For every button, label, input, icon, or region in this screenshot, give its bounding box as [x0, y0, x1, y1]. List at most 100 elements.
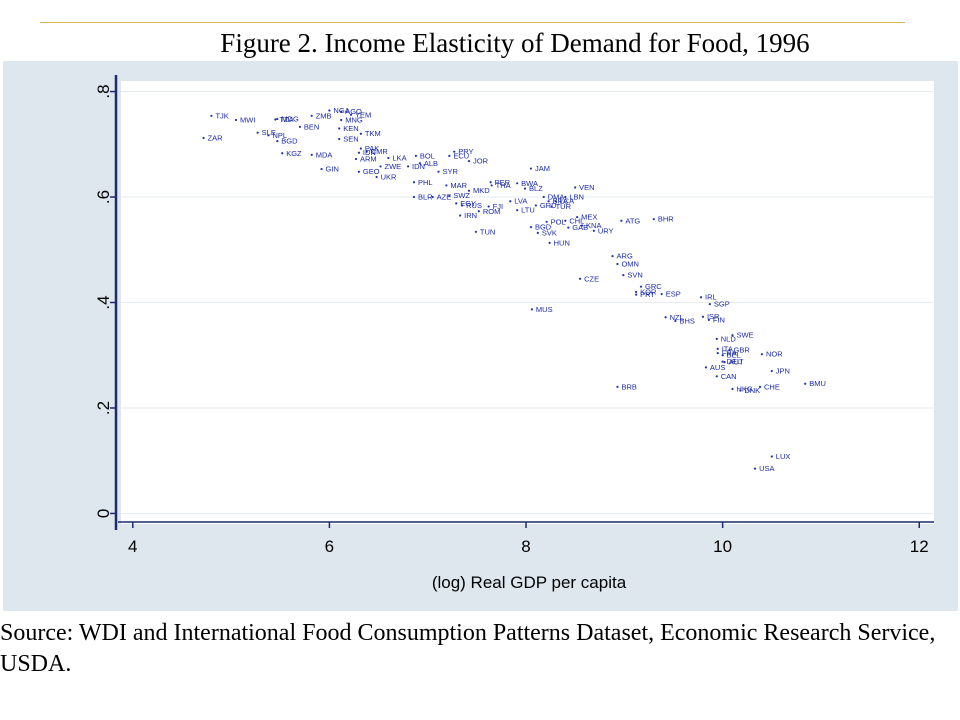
point-marker	[453, 150, 456, 153]
point-marker	[567, 226, 570, 229]
point-label: MDG	[281, 114, 299, 123]
point-label: SVN	[627, 271, 642, 280]
data-point: BHR	[652, 215, 674, 224]
point-marker	[704, 366, 708, 369]
point-marker	[310, 153, 313, 156]
data-point: DEU	[721, 357, 742, 366]
chart-panel: 0 .2 .4 .6 .8 4 6 8 10 12 TJK MWI ZAR SLE NPL MDG TZA BE…	[3, 61, 958, 611]
point-marker	[592, 229, 595, 232]
point-label: JAM	[535, 164, 550, 173]
point-label: CZE	[584, 274, 599, 283]
data-point: MWI	[234, 116, 255, 125]
data-point: GBR	[728, 345, 750, 354]
point-label: JPN	[776, 367, 790, 376]
point-label: MNG	[345, 116, 363, 125]
point-label: YEM	[355, 110, 371, 119]
data-point: AZE	[431, 193, 452, 202]
data-point: CMR	[365, 147, 388, 156]
data-point: PRT	[635, 290, 655, 299]
point-marker	[701, 315, 705, 318]
point-label: TKM	[365, 129, 381, 138]
point-marker	[375, 175, 378, 179]
point-marker	[406, 165, 410, 168]
data-point: KEN	[338, 124, 359, 133]
point-marker	[414, 154, 418, 157]
point-marker	[664, 316, 667, 319]
point-label: FRA	[722, 349, 737, 358]
point-marker	[574, 186, 577, 189]
data-point: VEN	[574, 183, 595, 192]
point-label: BWA	[521, 179, 538, 188]
data-point: SLE	[256, 128, 276, 137]
data-point: BOL	[414, 151, 435, 160]
point-marker	[716, 352, 719, 355]
data-point: LCA	[554, 197, 574, 206]
data-point: OMN	[616, 260, 639, 269]
data-point: GEO	[357, 167, 380, 176]
point-label: GRD	[540, 201, 557, 210]
point-marker	[467, 189, 471, 192]
point-label: GBR	[734, 345, 751, 354]
point-marker	[448, 194, 451, 197]
x-tick-label: 12	[910, 537, 929, 556]
point-label: THA	[496, 181, 511, 190]
data-point: LUX	[770, 452, 790, 461]
point-label: BRA	[553, 197, 568, 206]
data-point: BWA	[516, 179, 538, 188]
point-marker	[320, 167, 323, 171]
point-label: KEN	[343, 124, 358, 133]
point-marker	[674, 319, 677, 323]
point-marker	[530, 308, 534, 311]
point-label: KOR	[640, 287, 657, 296]
data-point: IRN	[459, 211, 477, 220]
point-label: BHS	[679, 316, 694, 325]
point-label: FIN	[713, 315, 725, 324]
point-marker	[256, 131, 259, 134]
y-tick-label: .2	[94, 401, 113, 415]
point-marker	[616, 262, 619, 266]
point-label: BGD	[281, 137, 298, 146]
point-marker	[721, 354, 724, 357]
data-point: PRY	[453, 147, 474, 156]
point-marker	[509, 200, 512, 203]
point-label: NZL	[670, 313, 684, 322]
point-label: FJI	[493, 202, 503, 211]
point-label: KNA	[586, 221, 601, 230]
point-label: BMU	[809, 379, 826, 388]
point-label: MKD	[473, 186, 490, 195]
point-label: NOR	[766, 350, 783, 359]
point-label: ROM	[483, 207, 501, 216]
point-label: LTU	[521, 206, 535, 215]
point-label: AZE	[437, 193, 452, 202]
data-point: KNA	[580, 221, 601, 230]
x-tick-label: 8	[521, 537, 530, 556]
data-point: GRD	[534, 201, 557, 210]
data-point: ALB	[418, 159, 438, 168]
point-marker	[580, 224, 584, 227]
point-marker	[437, 170, 440, 173]
point-marker	[620, 219, 623, 222]
point-marker	[467, 160, 471, 163]
point-label: BRB	[621, 382, 636, 391]
point-label: ESP	[666, 290, 681, 299]
point-marker	[328, 109, 331, 112]
point-label: RUS	[466, 201, 482, 210]
point-label: ARM	[360, 155, 377, 164]
data-point: SVK	[536, 228, 557, 237]
point-label: DNK	[744, 386, 760, 395]
data-point: LVA	[509, 197, 527, 206]
point-marker	[267, 134, 270, 137]
point-label: UKR	[381, 172, 397, 181]
data-point: RUS	[461, 201, 482, 210]
point-label: PAK	[365, 144, 379, 153]
point-label: GEO	[363, 167, 380, 176]
point-label: LBN	[569, 193, 584, 202]
point-label: IRN	[464, 211, 477, 220]
point-label: PRT	[640, 290, 655, 299]
point-marker	[542, 195, 545, 199]
point-marker	[770, 369, 773, 373]
data-point: DMA	[542, 193, 564, 202]
point-label: SWE	[736, 331, 753, 340]
data-point: JOR	[467, 157, 489, 166]
point-marker	[721, 360, 724, 363]
